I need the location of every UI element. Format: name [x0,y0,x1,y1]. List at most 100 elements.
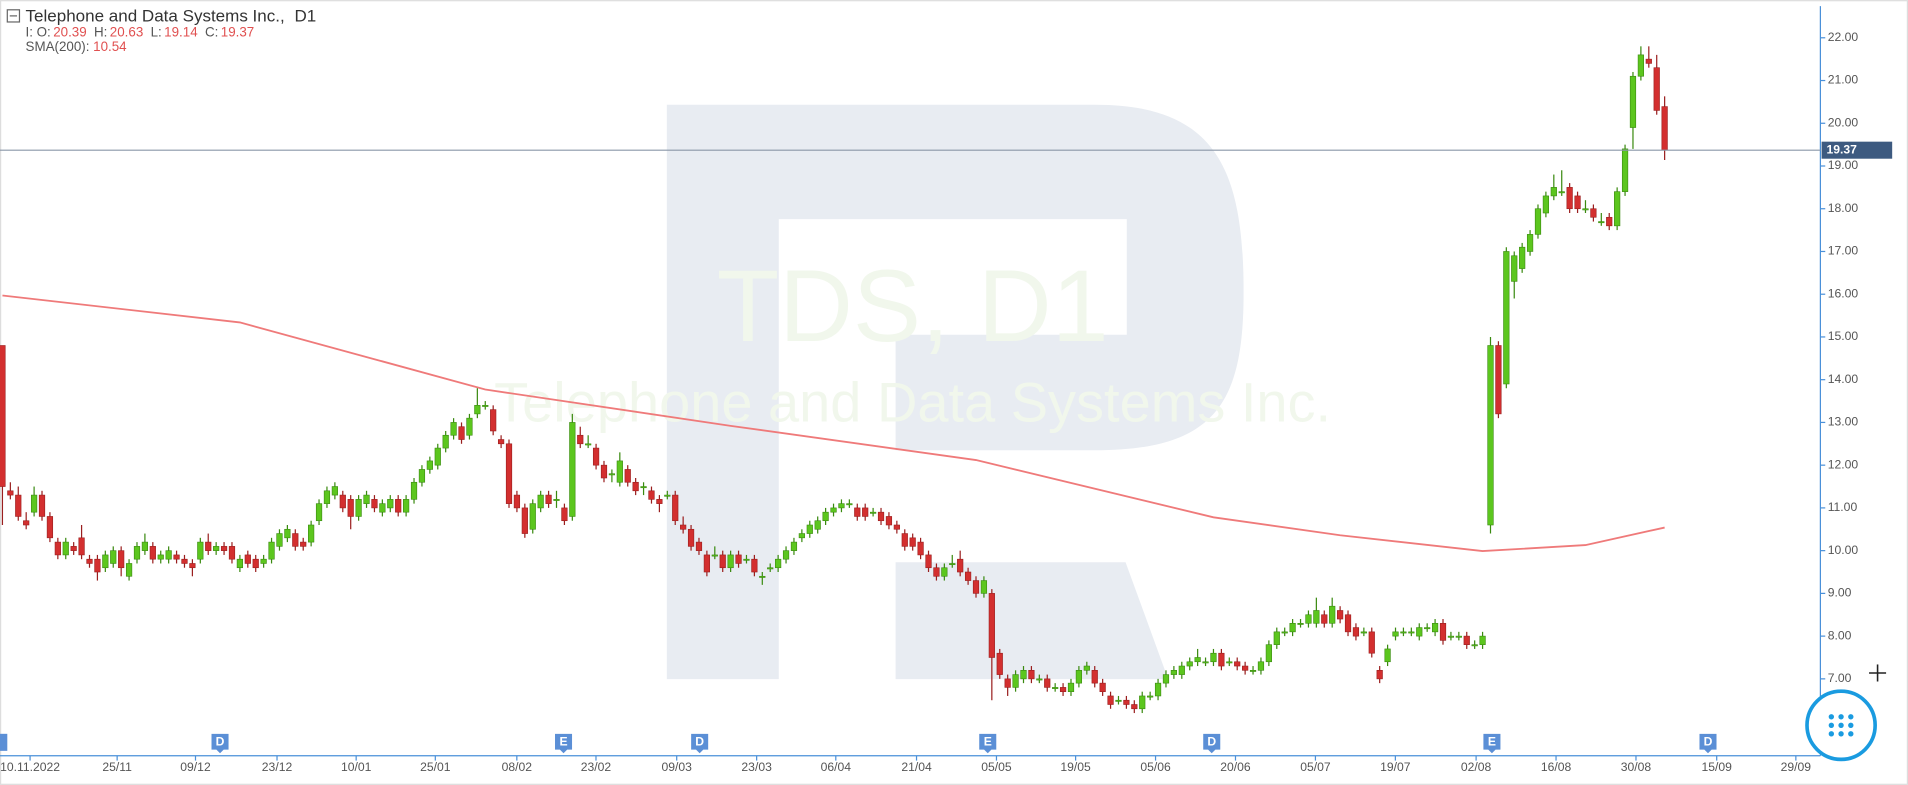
candle-body [1067,682,1075,692]
candle-body [846,503,853,506]
event-label: D [1704,735,1713,749]
candle-body [1194,657,1201,663]
candle-body [1289,622,1296,633]
candle-body [1020,670,1027,680]
candle-body [189,563,196,569]
candle-body [474,405,481,415]
candle-body [782,550,790,560]
candle-body [672,494,679,522]
candle-body [1534,208,1542,235]
candle-body [1487,345,1494,526]
candle-body [1052,687,1059,689]
candle-body [1273,631,1280,645]
y-tick-label: 20.00 [1828,115,1859,129]
candle-body [165,550,172,560]
x-tick-label: 23/02 [581,760,612,774]
candle-body [695,541,703,551]
candle-body [933,567,940,577]
candle-body [1107,695,1114,705]
candle-body [703,554,710,573]
candle-body [363,494,370,504]
candle-body [917,541,924,556]
candle-body [1242,665,1249,671]
y-tick-label: 13.00 [1828,415,1859,429]
x-tick-label: 25/01 [420,760,451,774]
x-tick-label: 10/01 [341,760,372,774]
event-marker [211,733,229,754]
candle-body [1321,614,1328,624]
candle-body [86,558,93,564]
candle-body [513,494,521,509]
candle-body [1075,670,1083,684]
candle-body [1439,622,1447,641]
candle-body [972,580,980,594]
candle-body [1653,67,1660,111]
candle-body [458,426,465,440]
candle-body [1384,648,1391,663]
candle-body [284,528,291,539]
x-tick-label: 25/11 [102,760,132,774]
candle-body [1416,627,1423,637]
last-price-label: 19.37 [1826,142,1857,156]
candle-body [1463,635,1470,645]
ohlc-label: O: [37,24,51,39]
candle-body [735,554,742,564]
candle-body [1550,187,1557,197]
event-label: E [559,735,567,749]
candle-body [1566,187,1573,210]
candle-body [798,533,805,539]
candle-body [743,558,750,561]
candle-body [885,516,893,526]
event-marker-partial [0,733,8,751]
candle-body [1162,674,1170,684]
candle-body [490,409,497,432]
candle-body [561,507,568,522]
candle-body [1257,661,1265,671]
candle-body [315,503,323,522]
candle-body [577,434,584,445]
candle-body [854,507,861,517]
ohlc-prefix: I: [26,24,33,39]
candle-body [339,494,346,509]
y-tick-label: 14.00 [1828,372,1859,386]
candle-body [54,541,61,556]
candle-body [1297,622,1304,625]
candle-body [1186,661,1193,667]
candle-body [957,558,964,573]
x-tick-label: 19/07 [1380,760,1411,774]
candle-body [1028,670,1035,680]
candle-body [482,405,489,407]
event-marker [555,733,573,754]
candle-body [521,507,528,534]
sma-line [2,294,1665,552]
candle-body [141,541,149,551]
candle-body [1606,216,1613,227]
candle-body [1400,631,1407,634]
candle-body [648,490,655,500]
candle-body [1645,58,1652,64]
candle-body [110,550,117,564]
candle-body [133,546,141,560]
candle-body [687,528,695,547]
candle-body [624,469,631,483]
candle-body [1044,678,1051,688]
candle-body [220,546,228,551]
candle-body [1202,661,1209,664]
candle-body [1170,670,1177,675]
candle-body [640,486,647,489]
menu-button[interactable] [1805,689,1877,762]
candle-body [410,481,418,500]
x-tick-label: 10.11.2022 [0,760,60,774]
candle-body [379,503,386,513]
candle-body [1036,678,1043,681]
candle-body [1344,614,1352,633]
candle-body [228,546,236,560]
candle-body [1526,234,1534,252]
candle-body [1582,208,1589,211]
last-price-box [1821,141,1893,159]
candle-body [46,516,54,539]
candle-body [1249,670,1257,672]
candle-body [870,511,877,514]
candle-body [529,503,536,530]
candle-body [1598,221,1605,224]
